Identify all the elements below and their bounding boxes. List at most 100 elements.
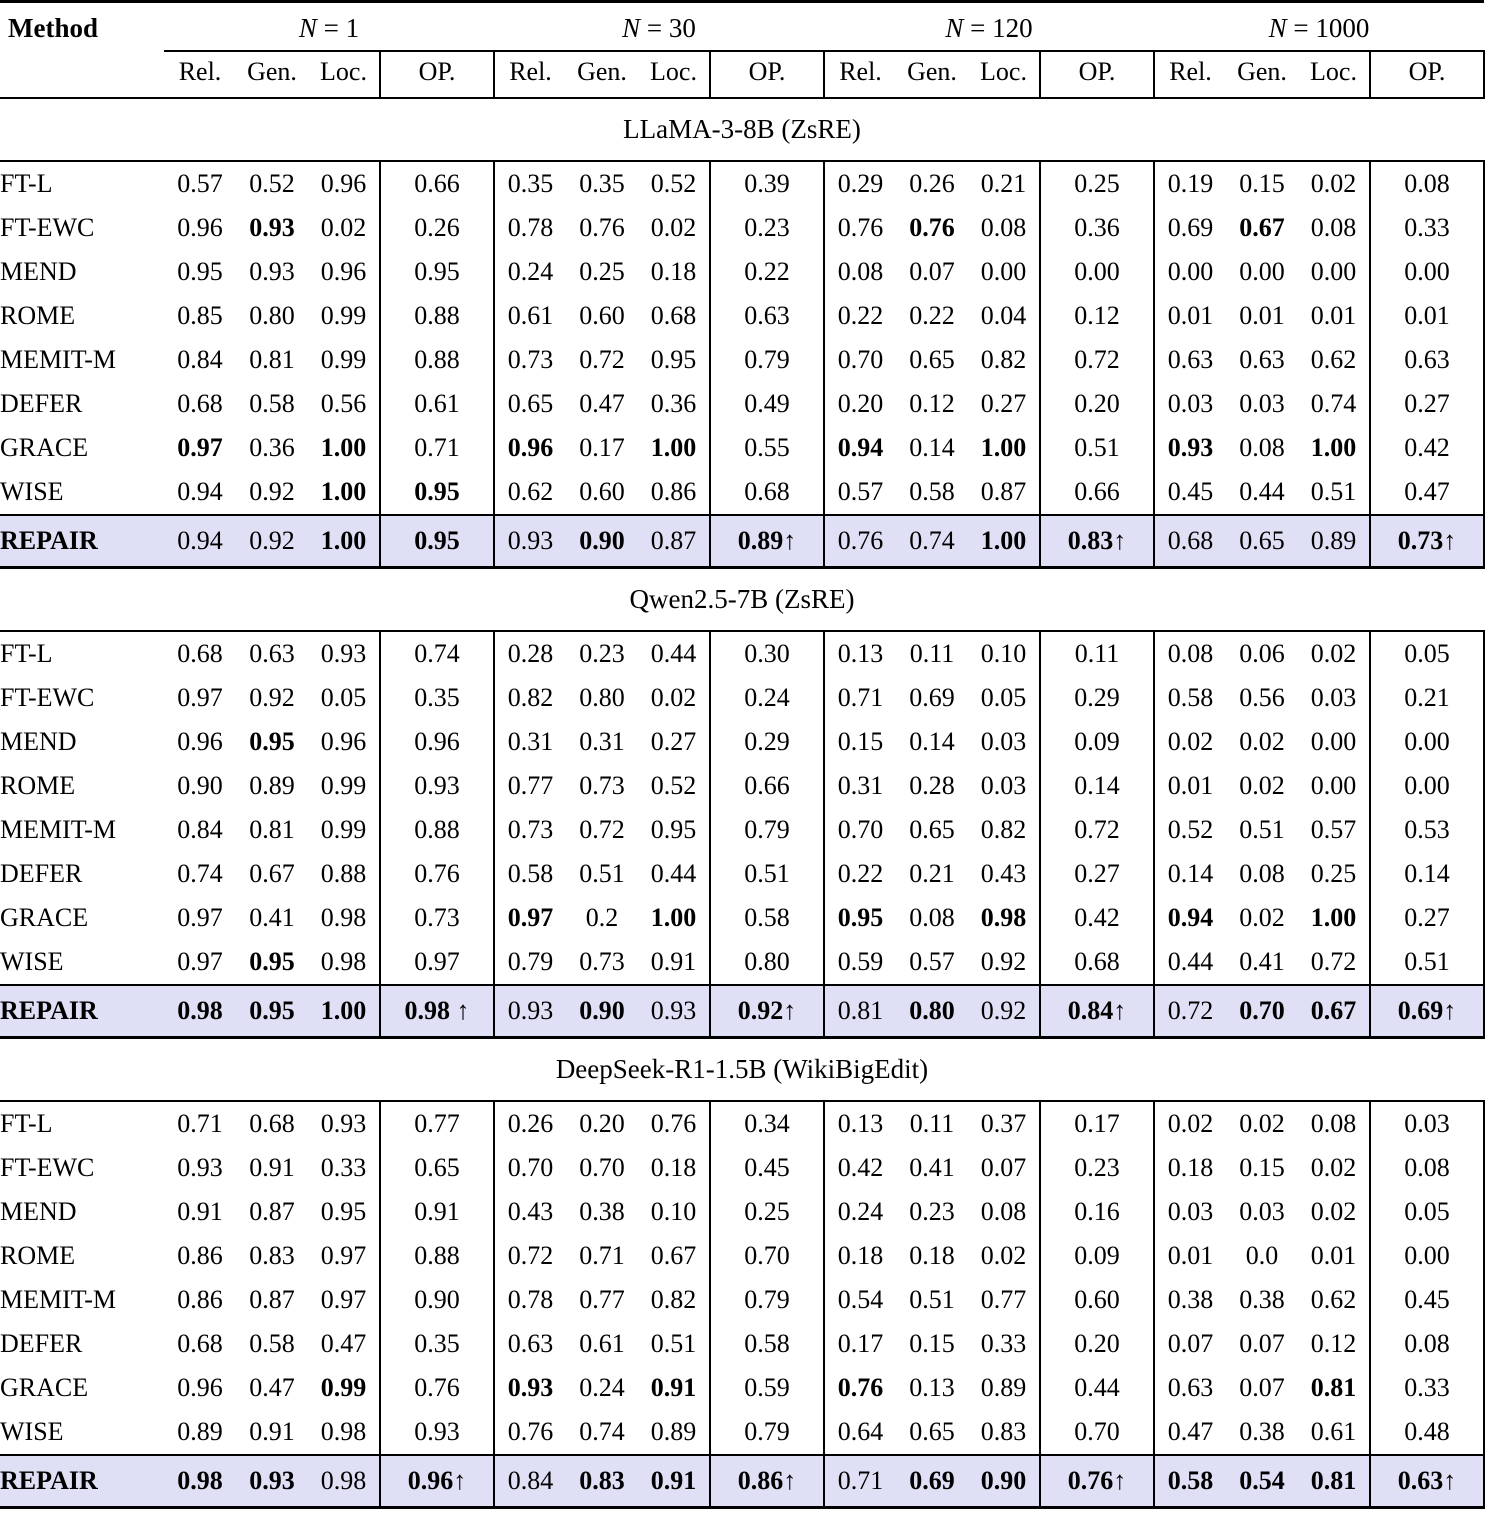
value-cell: 0.90 [968, 1454, 1040, 1509]
value-cell: 0.86↑ [709, 1454, 824, 1509]
method-row: FT-EWC 0.96 0.93 0.02 0.26 0.78 0.76 0.02 0.23 0.… [0, 206, 1485, 250]
value-cell: 0.27 [1039, 852, 1154, 896]
value-cell: 0.96 [320, 257, 367, 286]
method-row: MEMIT-M 0.86 0.87 0.97 0.90 0.78 0.77 0.82 0.79 0… [0, 1278, 1485, 1322]
value-cell: 0.23 [909, 1197, 955, 1226]
value-cell: 0.51 [709, 852, 824, 896]
method-cell: GRACE [0, 1373, 89, 1402]
value-cell: 0.93 [379, 764, 494, 808]
value-cell: 0.72 [579, 815, 625, 844]
value-cell: 0.27 [1369, 896, 1485, 940]
method-cell: MEMIT-M [0, 1285, 117, 1314]
value-cell: 0.59 [709, 1366, 824, 1410]
value-cell: 0.93 [1153, 426, 1226, 470]
value-cell: 0.93 [320, 1109, 367, 1138]
value-cell: 0.44 [1153, 940, 1226, 985]
value-cell: 0.78 [493, 206, 566, 250]
value-cell: 0.57 [823, 470, 896, 515]
method-row: FT-EWC 0.93 0.91 0.33 0.65 0.70 0.70 0.18 0.45 0.… [0, 1146, 1485, 1190]
value-cell: 0.86 [177, 1241, 223, 1270]
value-cell: 0.63↑ [1369, 1454, 1485, 1509]
value-cell: 0.33 [1369, 206, 1485, 250]
value-cell: 0.99 [320, 771, 367, 800]
metric-header: OP. [1369, 51, 1485, 99]
section-title-row: DeepSeek-R1-1.5B (WikiBigEdit) [0, 1037, 1484, 1102]
value-cell: 0.91 [638, 1454, 710, 1509]
value-cell: 0.68 [650, 301, 697, 330]
value-cell: 0.26 [909, 169, 955, 198]
value-cell: 0.29 [709, 720, 824, 764]
value-cell: 0.01 [1310, 1241, 1357, 1270]
value-cell: 0.61 [579, 1329, 625, 1358]
value-cell: 0.77 [980, 1285, 1027, 1314]
value-cell: 0.12 [1039, 294, 1154, 338]
value-cell: 0.70 [823, 808, 896, 852]
value-cell: 1.00 [308, 984, 380, 1039]
value-cell: 0.77 [493, 764, 566, 808]
value-cell: 0.91 [177, 1197, 223, 1226]
value-cell: 0.87 [980, 477, 1027, 506]
group-header-n-1: N = 1 [164, 1, 494, 52]
value-cell: 0.41 [909, 1153, 955, 1182]
math-variable-n: N [1268, 13, 1287, 43]
value-cell: 0.30 [709, 631, 824, 676]
method-cell: FT-L [0, 1109, 53, 1138]
value-cell: 0.81 [249, 815, 295, 844]
value-cell: 0.91 [650, 1373, 697, 1402]
value-cell: 0.67 [1239, 213, 1285, 242]
method-cell: MEMIT-M [0, 345, 117, 374]
method-row: MEND 0.96 0.95 0.96 0.96 0.31 0.31 0.27 0.29 0.15… [0, 720, 1485, 764]
repair-row: REPAIR 0.98 0.95 1.00 0.98 ↑ 0.93 0.90 0.93 0.92… [0, 984, 1485, 1039]
value-cell: 0.90 [177, 771, 223, 800]
value-cell: 0.08 [1310, 213, 1357, 242]
method-cell: WISE [0, 947, 64, 976]
value-cell: 1.00 [650, 433, 697, 462]
metric-header: Loc. [638, 51, 710, 99]
value-cell: 0.93 [177, 1153, 223, 1182]
value-cell: 0.12 [909, 389, 955, 418]
method-cell: FT-EWC [0, 213, 95, 242]
value-cell: 0.09 [1039, 1234, 1154, 1278]
method-cell: WISE [0, 477, 64, 506]
value-cell: 0.63 [1369, 338, 1485, 382]
value-cell: 0.17 [823, 1322, 896, 1366]
value-cell: 0.20 [579, 1109, 625, 1138]
method-row: GRACE 0.97 0.36 1.00 0.71 0.96 0.17 1.00 0.55 0.9… [0, 426, 1485, 470]
value-cell: 0.73↑ [1369, 514, 1485, 569]
value-cell: 0.27 [980, 389, 1027, 418]
value-cell: 0.83 [249, 1241, 295, 1270]
value-cell: 0.92 [249, 683, 295, 712]
value-cell: 0.29 [1039, 676, 1154, 720]
value-cell: 0.63 [1153, 338, 1226, 382]
section-title: DeepSeek-R1-1.5B (WikiBigEdit) [0, 1037, 1484, 1102]
value-cell: 0.52 [249, 169, 295, 198]
value-cell: 0.07 [1153, 1322, 1226, 1366]
method-cell: DEFER [0, 389, 83, 418]
value-cell: 0.88 [379, 808, 494, 852]
value-cell: 0.25 [709, 1190, 824, 1234]
value-cell: 0.93 [249, 257, 295, 286]
value-cell: 0.22 [709, 250, 824, 294]
method-row: MEND 0.91 0.87 0.95 0.91 0.43 0.38 0.10 0.25 0.24… [0, 1190, 1485, 1234]
value-cell: 0.02 [650, 213, 697, 242]
value-cell: 0.44 [650, 639, 697, 668]
value-cell: 0.91 [650, 947, 697, 976]
math-variable-n: N [945, 13, 964, 43]
value-cell: 0.87 [249, 1285, 295, 1314]
value-cell: 0.70 [1039, 1410, 1154, 1455]
method-row: GRACE 0.96 0.47 0.99 0.76 0.93 0.24 0.91 0.59 0.7… [0, 1366, 1485, 1410]
value-cell: 0.95 [379, 514, 494, 569]
method-row: ROME 0.85 0.80 0.99 0.88 0.61 0.60 0.68 0.63 0.22… [0, 294, 1485, 338]
value-cell: 0.98 [320, 1417, 367, 1446]
value-cell: 0.18 [650, 1153, 697, 1182]
value-cell: 0.21 [1369, 676, 1485, 720]
value-cell: 0.08 [980, 213, 1027, 242]
value-cell: 1.00 [320, 433, 367, 462]
value-cell: 0.93 [493, 1366, 566, 1410]
value-cell: 0.41 [249, 903, 295, 932]
value-cell: 0.44 [1039, 1366, 1154, 1410]
value-cell: 0.0 [1245, 1241, 1279, 1270]
value-cell: 0.67 [650, 1241, 697, 1270]
method-row: MEMIT-M 0.84 0.81 0.99 0.88 0.73 0.72 0.95 0.79 0… [0, 338, 1485, 382]
